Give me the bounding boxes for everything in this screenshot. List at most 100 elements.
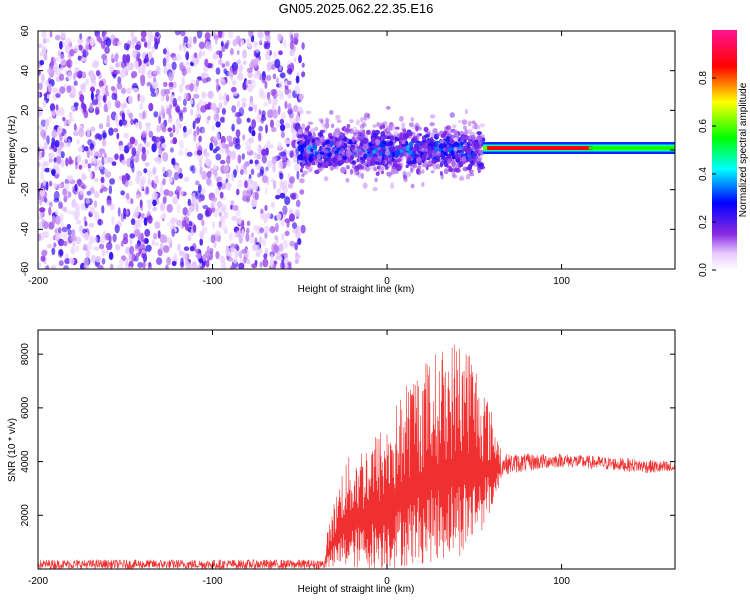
heatmap-cell [349, 168, 354, 175]
heatmap-cell [148, 130, 154, 138]
heatmap-cell [99, 243, 105, 250]
heatmap-cell [144, 141, 151, 147]
heatmap-cell [103, 168, 109, 174]
heatmap-cell [85, 198, 90, 204]
y-tick-label: 8000 [20, 343, 31, 366]
heatmap-cell [82, 184, 87, 190]
heatmap-cell [198, 99, 204, 106]
heatmap-cell [270, 144, 274, 149]
heatmap-cell [185, 66, 191, 74]
heatmap-cell [301, 71, 306, 78]
heatmap-cell [289, 213, 295, 222]
heatmap-cell [58, 107, 65, 117]
heatmap-cell [140, 212, 145, 219]
heatmap-cell [145, 244, 152, 252]
heatmap-cell [352, 126, 358, 133]
heatmap-cell [405, 164, 409, 168]
heatmap-cell [221, 63, 226, 68]
heatmap-cell [263, 101, 269, 107]
heatmap-cell [204, 209, 210, 218]
heatmap-cell [169, 132, 174, 138]
snr-y-axis-label: SNR (10 * v/v) [7, 418, 18, 482]
heatmap-cell [301, 143, 307, 149]
heatmap-cell [236, 117, 242, 125]
heatmap-cell [366, 129, 371, 135]
heatmap-cell [264, 204, 268, 212]
heatmap-cell [293, 38, 299, 46]
heatmap-cell [97, 94, 103, 102]
heatmap-cell [250, 232, 255, 238]
heatmap-cell [206, 177, 212, 186]
heatmap-cell [292, 222, 297, 229]
heatmap-cell [202, 226, 208, 234]
heatmap-cell [198, 51, 203, 59]
heatmap-cell [166, 221, 171, 227]
heatmap-cell [265, 124, 268, 134]
heatmap-cell [55, 209, 59, 216]
colorbar-tick-label: 0.8 [698, 71, 709, 85]
heatmap-cell [416, 133, 420, 141]
heatmap-cell [48, 152, 55, 158]
heatmap-cell [230, 204, 233, 210]
heatmap-cell [101, 130, 107, 140]
heatmap-cell [228, 141, 234, 147]
heatmap-cell [419, 141, 423, 145]
heatmap-cell [90, 186, 95, 195]
heatmap-cell [588, 146, 675, 150]
heatmap-cell [421, 169, 425, 175]
heatmap-cell [249, 95, 253, 103]
heatmap-cell [105, 84, 109, 93]
heatmap-cell [346, 124, 351, 129]
heatmap-cell [80, 57, 87, 62]
heatmap-cell [251, 263, 258, 269]
heatmap-cell [189, 36, 193, 44]
heatmap-cell [340, 148, 345, 154]
heatmap-cell [191, 164, 196, 174]
heatmap-cell [307, 121, 314, 125]
heatmap-cell [43, 161, 50, 167]
heatmap-cell [284, 230, 290, 237]
heatmap-cell [122, 54, 127, 64]
heatmap-cell [48, 83, 53, 93]
heatmap-cell [171, 157, 176, 166]
heatmap-cell [113, 128, 119, 133]
y-tick-label: -40 [20, 222, 31, 237]
heatmap-cell [90, 71, 94, 79]
heatmap-cell [245, 139, 252, 147]
heatmap-cell [158, 115, 162, 124]
heatmap-cell [276, 188, 282, 195]
heatmap-cell [156, 124, 161, 133]
heatmap-cell [203, 66, 209, 72]
heatmap-cell [245, 232, 250, 242]
heatmap-cell [226, 181, 230, 187]
heatmap-cell [345, 150, 352, 156]
heatmap-cell [221, 224, 228, 231]
y-tick-label: 6000 [20, 396, 31, 419]
heatmap-cell [223, 211, 229, 219]
heatmap-cell [40, 171, 44, 181]
heatmap-cell [356, 163, 363, 170]
heatmap-cell [257, 172, 261, 178]
heatmap-cell [290, 34, 294, 43]
heatmap-cell [84, 146, 89, 152]
heatmap-cell [59, 213, 64, 222]
heatmap-cell [430, 170, 435, 174]
heatmap-cell [246, 67, 253, 73]
heatmap-cell [94, 134, 99, 140]
heatmap-cell [197, 213, 204, 221]
heatmap-cell [271, 64, 276, 71]
heatmap-cell [130, 118, 134, 126]
heatmap-cell [436, 163, 441, 170]
heatmap-cell [192, 120, 196, 130]
heatmap-cell [248, 106, 253, 112]
heatmap-cell [405, 155, 412, 162]
heatmap-cell [412, 137, 418, 144]
heatmap-cell [149, 33, 155, 39]
heatmap-cell [232, 79, 237, 86]
snr-series-line [38, 345, 675, 569]
heatmap-cell [389, 135, 395, 142]
heatmap-cell [120, 240, 124, 247]
heatmap-cell [478, 139, 484, 144]
heatmap-cell [261, 238, 267, 247]
heatmap-cell [47, 77, 52, 84]
